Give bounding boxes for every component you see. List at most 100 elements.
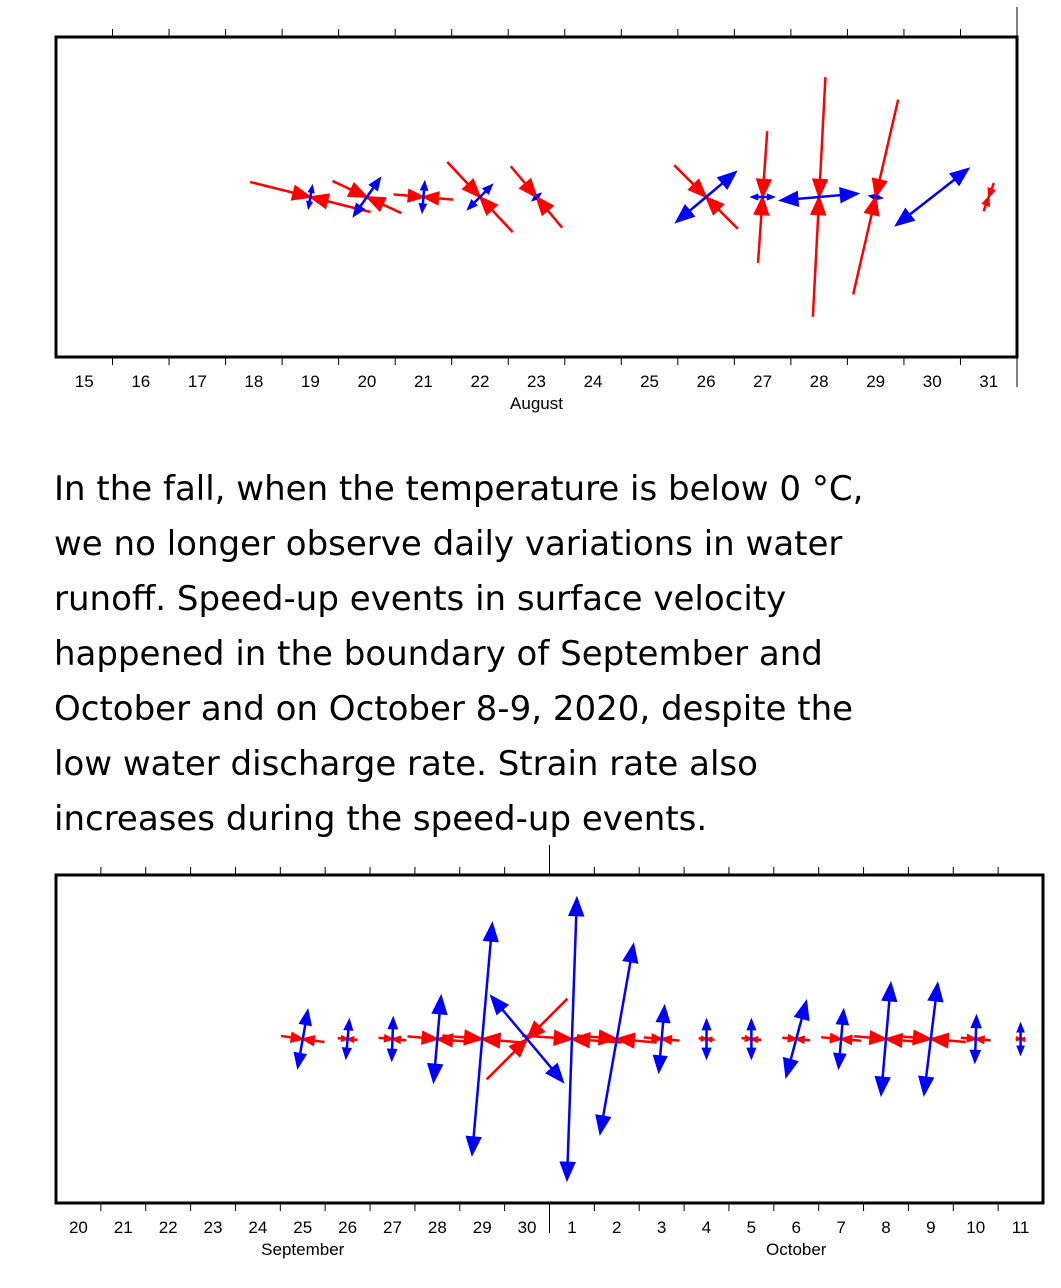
compression-arrows <box>981 182 997 212</box>
compression-arrows <box>337 1034 358 1044</box>
x-tick-label: 18 <box>244 372 263 391</box>
x-tick-label: 22 <box>471 372 490 391</box>
x-tick-label: 27 <box>753 372 772 391</box>
x-tick-label: 4 <box>702 1218 711 1237</box>
month-label: September <box>261 1240 344 1259</box>
compression-arrows <box>673 164 739 230</box>
compression-arrows <box>442 1029 523 1049</box>
x-tick-label: 24 <box>248 1218 267 1237</box>
compression-arrows <box>821 1032 862 1046</box>
paragraph: In the fall, when the temperature is bel… <box>54 462 1054 847</box>
x-tick-label: 5 <box>747 1218 756 1237</box>
x-tick-label: 29 <box>473 1218 492 1237</box>
compression-arrows <box>249 180 371 214</box>
x-tick-label: 15 <box>75 372 94 391</box>
extension-arrows <box>595 942 639 1136</box>
x-tick-label: 20 <box>69 1218 88 1237</box>
extension-arrows <box>782 999 810 1079</box>
compression-arrows <box>809 77 829 317</box>
compression-arrows <box>280 1031 325 1047</box>
extension-arrows <box>530 192 543 202</box>
compression-arrows <box>753 131 773 263</box>
month-label: October <box>766 1240 827 1259</box>
x-tick-label: 3 <box>657 1218 666 1237</box>
text-line: low water discharge rate. Strain rate al… <box>54 744 758 784</box>
x-tick-label: 25 <box>640 372 659 391</box>
extension-arrows <box>489 994 565 1084</box>
extension-arrows <box>559 895 585 1183</box>
extension-arrows <box>465 921 499 1157</box>
extension-arrows <box>306 183 315 211</box>
compression-arrows <box>521 1029 622 1049</box>
extension-arrows <box>466 183 494 211</box>
x-tick-label: 10 <box>966 1218 985 1237</box>
x-tick-label: 24 <box>584 372 603 391</box>
compression-arrows <box>960 1033 991 1045</box>
x-tick-label: 30 <box>923 372 942 391</box>
extension-arrows <box>918 981 944 1097</box>
extension-arrows <box>341 1017 354 1061</box>
extension-arrows <box>386 1015 399 1063</box>
compression-arrows <box>1015 1035 1026 1043</box>
x-tick-label: 17 <box>188 372 207 391</box>
compression-arrows <box>643 1033 680 1045</box>
text-line: we no longer observe daily variations in… <box>54 524 843 564</box>
x-tick-label: 29 <box>866 372 885 391</box>
extension-arrows <box>652 1003 671 1075</box>
x-tick-label: 19 <box>301 372 320 391</box>
compression-arrows <box>378 1033 407 1045</box>
x-tick-label: 30 <box>518 1218 537 1237</box>
text-line: In the fall, when the temperature is bel… <box>54 469 864 509</box>
extension-arrows <box>833 1007 850 1071</box>
x-tick-label: 23 <box>527 372 546 391</box>
x-tick-label: 8 <box>881 1218 890 1237</box>
compression-arrows <box>393 188 454 206</box>
compression-arrows <box>851 99 900 295</box>
x-tick-label: 21 <box>414 372 433 391</box>
compression-arrows <box>331 179 402 215</box>
compression-arrows <box>446 161 514 233</box>
extension-arrows <box>777 186 861 208</box>
plot-frame <box>54 35 1019 359</box>
compression-arrows <box>509 165 564 229</box>
text-line: increases during the speed-up events. <box>54 799 708 839</box>
extension-arrows <box>867 194 884 200</box>
x-tick-label: 7 <box>836 1218 845 1237</box>
extension-arrows <box>894 167 971 227</box>
x-tick-label: 20 <box>357 372 376 391</box>
extension-arrows <box>969 1013 982 1065</box>
extension-arrows <box>674 170 738 224</box>
x-tick-label: 22 <box>159 1218 178 1237</box>
extension-arrows <box>749 193 776 201</box>
compression-arrows <box>576 1029 657 1049</box>
x-tick-label: 31 <box>979 372 998 391</box>
compression-arrows <box>407 1030 468 1048</box>
extension-arrows <box>293 1008 312 1070</box>
compression-arrows <box>895 1029 966 1049</box>
compression-arrows <box>741 1034 762 1044</box>
extension-arrows <box>426 993 448 1085</box>
compression-arrows <box>698 1035 715 1043</box>
x-tick-label: 26 <box>338 1218 357 1237</box>
x-tick-label: 11 <box>1012 1218 1030 1237</box>
x-tick-label: 28 <box>428 1218 447 1237</box>
x-tick-label: 9 <box>926 1218 935 1237</box>
extension-arrows <box>418 179 429 215</box>
x-tick-label: 16 <box>131 372 150 391</box>
extension-arrows <box>746 1017 757 1061</box>
month-label: August <box>510 394 563 413</box>
x-tick-label: 21 <box>114 1218 133 1237</box>
x-tick-label: 23 <box>204 1218 223 1237</box>
extension-arrows <box>701 1017 712 1061</box>
x-tick-label: 26 <box>697 372 716 391</box>
x-tick-label: 27 <box>383 1218 402 1237</box>
text-line: happened in the boundary of September an… <box>54 634 823 674</box>
text-line: runoff. Speed-up events in surface veloc… <box>54 579 787 619</box>
compression-arrows <box>853 1029 918 1049</box>
extension-arrows <box>352 176 382 218</box>
x-tick-label: 1 <box>567 1218 576 1237</box>
extension-arrows <box>1016 1021 1025 1057</box>
x-tick-label: 2 <box>612 1218 621 1237</box>
